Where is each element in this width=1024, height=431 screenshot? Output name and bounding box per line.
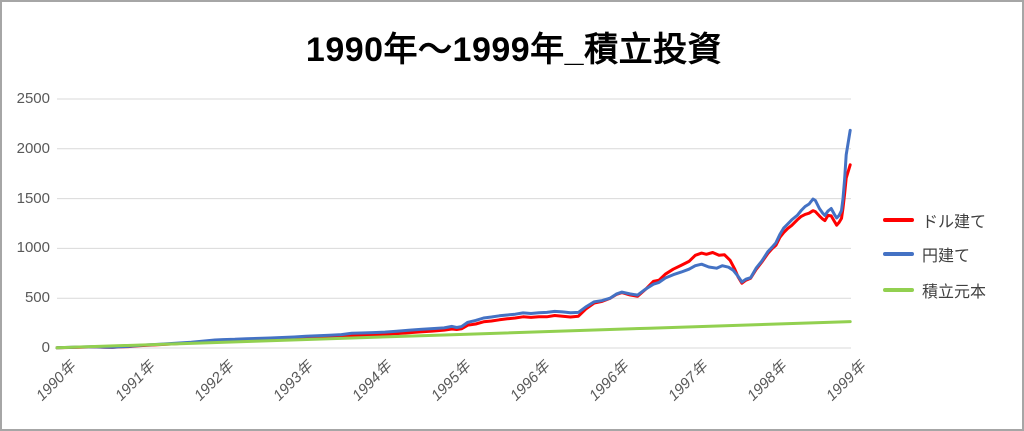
y-tick-label: 1000: [16, 239, 50, 257]
yen-series-line: [55, 128, 852, 350]
legend-item-dollar: ドル建て: [883, 210, 987, 231]
dollar-series-line: [55, 163, 852, 350]
y-tick-label: 0: [41, 339, 50, 356]
y-tick-label: 500: [24, 289, 50, 307]
principal-series-line: [55, 320, 852, 350]
principal-legend-swatch: [883, 288, 914, 292]
y-tick-label: 1500: [16, 189, 50, 207]
y-tick-label: 2000: [16, 139, 50, 157]
chart-title: 1990年～1999年_積立投資: [305, 31, 723, 69]
legend-item-yen: 円建て: [883, 244, 971, 265]
legend-item-principal: 積立元本: [883, 280, 987, 301]
yen-legend-swatch: [883, 252, 914, 256]
y-tick-label: 2500: [16, 90, 50, 107]
legend-label: 積立元本: [922, 284, 987, 301]
legend-label: 円建て: [922, 248, 971, 265]
legend-label: ドル建て: [922, 214, 987, 231]
dollar-legend-swatch: [883, 218, 914, 222]
